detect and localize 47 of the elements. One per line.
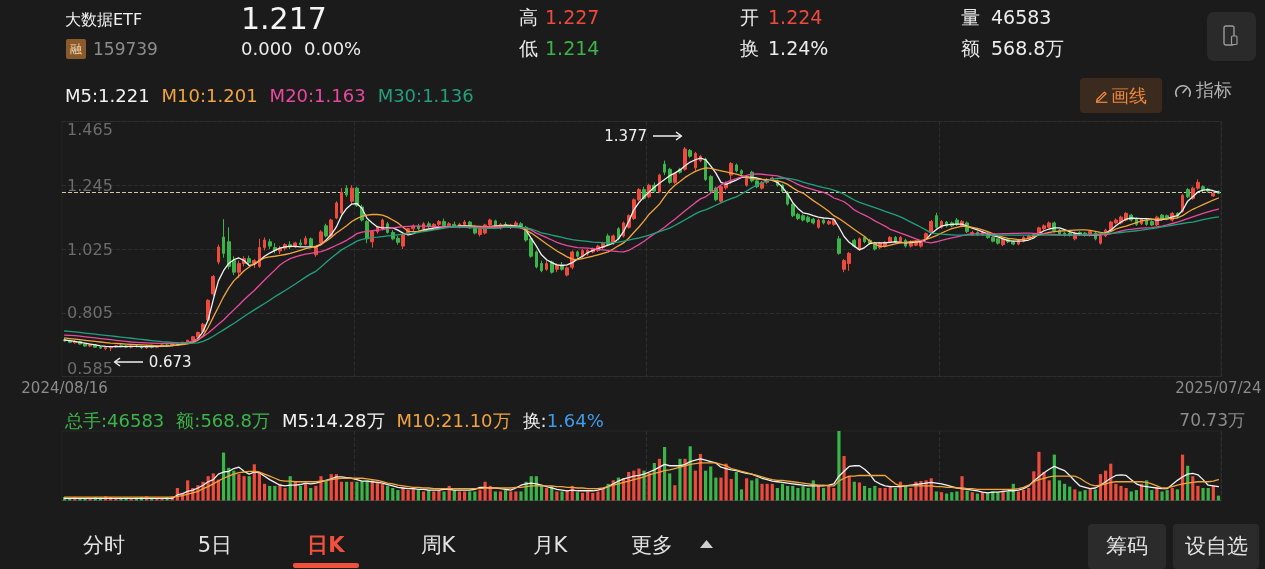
text: 0.00% — [304, 37, 362, 59]
text: 70.73万 — [1179, 409, 1245, 430]
x-tick-label: 2025/07/24 — [1175, 379, 1262, 397]
text: 46583 — [991, 6, 1052, 28]
text: 分时 — [83, 533, 125, 557]
text: 568.8万 — [991, 37, 1065, 59]
button: 筹码 — [1088, 524, 1166, 569]
y-tick-label: 1.245 — [67, 175, 113, 195]
text: 总手:46583 — [65, 409, 165, 431]
text: 换 — [740, 37, 759, 59]
y-tick-label: 0.585 — [67, 359, 113, 378]
text: 指标 — [1196, 79, 1232, 100]
text: 大数据ETF — [65, 10, 143, 29]
text: M5:1.221 — [65, 84, 150, 106]
text: 1.214 — [545, 37, 600, 59]
text: 159739 — [93, 38, 158, 59]
draw-button: 画线 — [1080, 78, 1162, 113]
text: 1.224 — [768, 6, 823, 28]
text: 高 — [519, 6, 538, 28]
text: 换:1.64% — [522, 409, 604, 431]
text: 开 — [740, 6, 759, 28]
text: 1.24% — [768, 37, 829, 59]
y-tick-label: 1.465 — [67, 120, 113, 139]
y-tick-label: 0.805 — [67, 303, 113, 323]
text: M10:21.10万 — [396, 409, 511, 431]
text: 额 — [961, 37, 980, 59]
y-tick-label: 1.025 — [67, 239, 113, 259]
badge: 融 — [66, 39, 86, 59]
text: 更多 — [631, 533, 673, 557]
text: 5日 — [197, 533, 233, 557]
text: 1.217 — [241, 1, 327, 36]
button: 设自选 — [1173, 524, 1259, 569]
text: 额:568.8万 — [176, 409, 270, 431]
annotation: 0.673 — [148, 352, 192, 371]
text: 0.000 — [241, 37, 293, 59]
text: 日K — [307, 533, 345, 557]
text: 1.227 — [545, 6, 600, 28]
x-tick-label: 2024/08/16 — [21, 379, 108, 397]
text: M30:1.136 — [377, 84, 474, 106]
text: M10:1.201 — [161, 84, 258, 106]
text: M5:14.28万 — [281, 409, 385, 431]
text: 低 — [519, 37, 538, 59]
text: 量 — [961, 6, 980, 28]
text: 周K — [420, 533, 456, 557]
text: 月K — [532, 533, 568, 557]
annotation: 1.377 — [604, 126, 648, 145]
text: M20:1.163 — [269, 84, 366, 106]
